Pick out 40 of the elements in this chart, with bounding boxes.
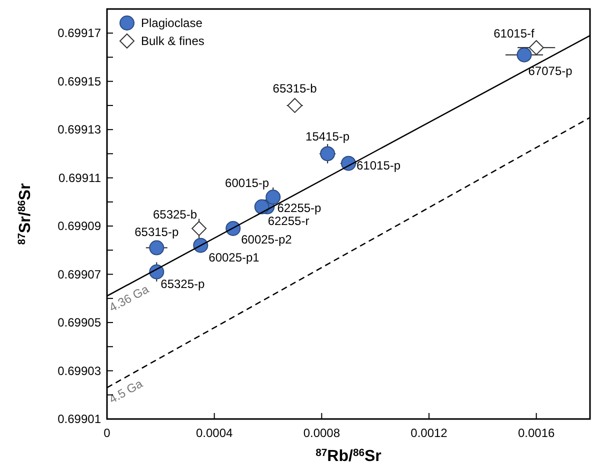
legend-label: Bulk & fines <box>141 34 204 48</box>
text: 4.36 Ga <box>106 282 152 315</box>
point <box>149 240 164 256</box>
y-tick-label: 0.69905 <box>58 316 102 330</box>
annotation: 60015-p <box>225 176 270 190</box>
x-tick-label: 0.0008 <box>303 426 340 440</box>
point <box>266 190 281 205</box>
point <box>254 199 270 214</box>
point <box>192 220 207 236</box>
y-tick-label: 0.69909 <box>58 219 102 234</box>
annotation: 65315-p <box>134 224 179 239</box>
annotation: 65315-b <box>272 81 318 96</box>
annotation: 62255-p <box>277 200 322 215</box>
annotation: 60025-p1 <box>208 250 260 264</box>
annotation: 61015-p <box>356 158 401 172</box>
y-tick-label: 0.69915 <box>58 74 102 88</box>
text: 4.5 Ga <box>106 376 146 406</box>
annotation: 65325-p <box>160 276 206 291</box>
point <box>287 98 302 113</box>
y-tick-label: 0.69901 <box>58 412 102 426</box>
annotation: 61015-f <box>494 26 535 41</box>
point <box>528 40 544 56</box>
annotation: 62255-r <box>268 214 310 228</box>
y-tick-label: 0.69911 <box>58 170 102 185</box>
y-tick-label: 0.69907 <box>58 267 102 282</box>
x-tick-label: 0.0004 <box>196 426 234 440</box>
point <box>320 146 336 162</box>
x-axis-title: $^{87}$Rb/$^{86}$Sr <box>316 448 382 465</box>
x-tick-label: 0 <box>104 426 111 440</box>
y-tick-label: 0.69917 <box>58 26 102 40</box>
legend-label: Plagioclase <box>141 16 203 30</box>
annotation: 60025-p2 <box>241 232 292 246</box>
annotation: 67075-p <box>528 64 573 78</box>
x-tick-label: 0.0016 <box>518 426 556 440</box>
point <box>516 47 532 62</box>
y-tick-label: 0.69903 <box>58 364 102 378</box>
x-tick-label: 0.0012 <box>410 426 448 440</box>
annotation: 15415-p <box>306 130 350 144</box>
annotation: 65325-b <box>152 207 198 222</box>
y-tick-label: 0.69913 <box>58 122 102 137</box>
